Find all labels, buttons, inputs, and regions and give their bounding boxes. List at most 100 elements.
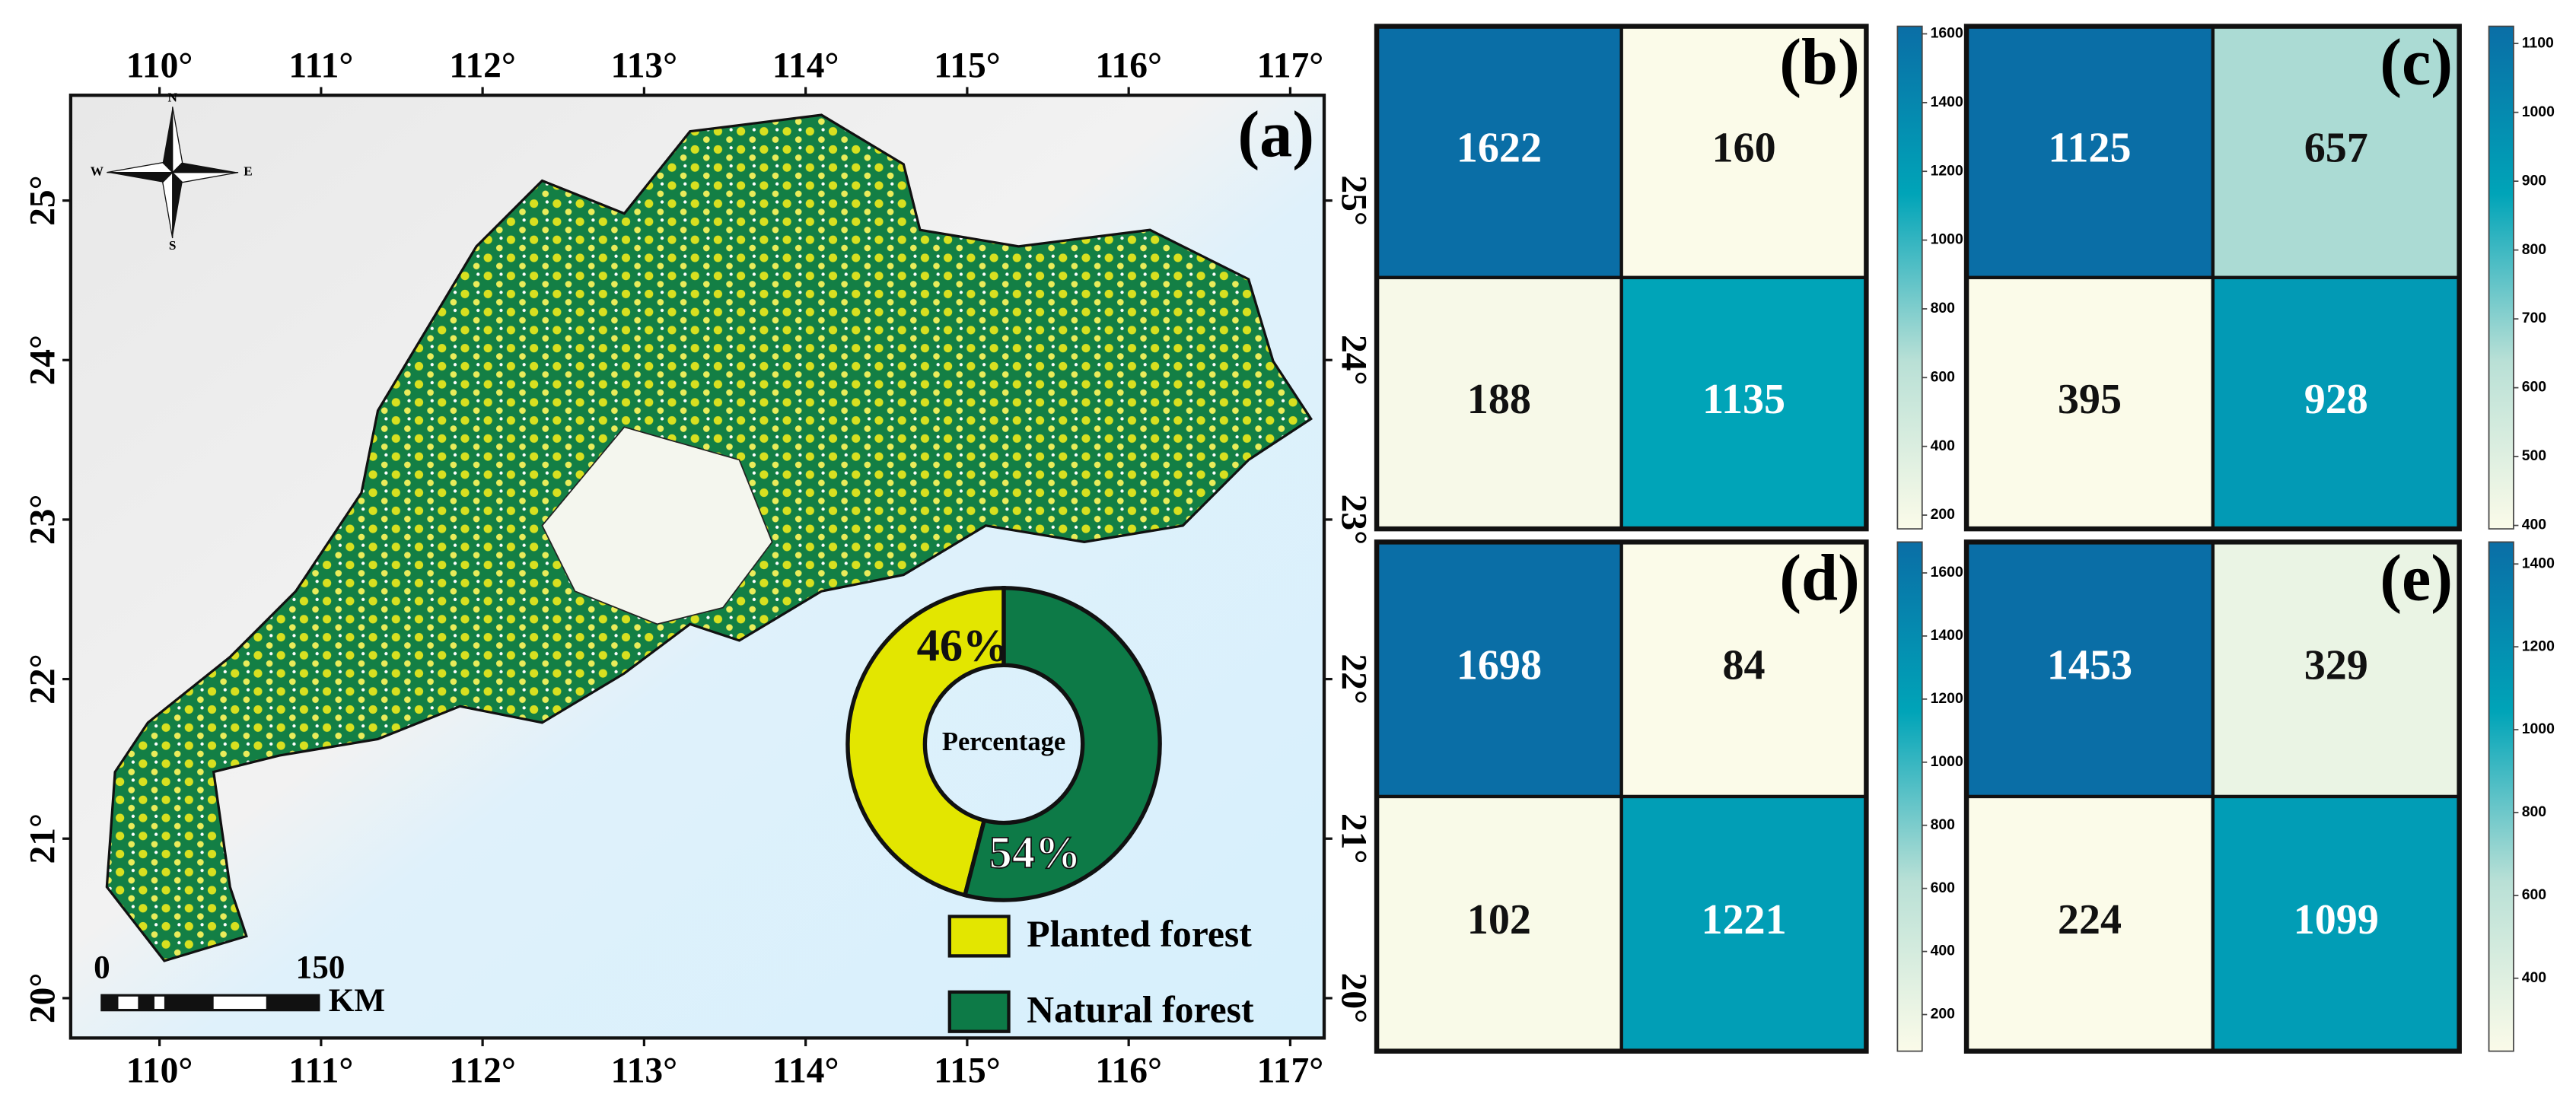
colorbar-tick-label: 1200 bbox=[1931, 162, 1963, 179]
colorbar-tick-label: 800 bbox=[1931, 300, 1955, 317]
panel-label: (e) bbox=[2380, 541, 2453, 614]
cell-value: 329 bbox=[2304, 642, 2368, 689]
heatmap-frame bbox=[1374, 24, 1869, 532]
colorbar-tick-label: 800 bbox=[2522, 803, 2546, 820]
cell-value: 1453 bbox=[2047, 642, 2132, 689]
delta-area bbox=[541, 426, 773, 625]
colorbar-tick-label: 500 bbox=[2522, 447, 2546, 464]
x-tick-label: 117° bbox=[1257, 46, 1324, 86]
cell-value: 102 bbox=[1467, 896, 1531, 943]
colorbar-tick-label: 600 bbox=[1931, 368, 1955, 385]
heatmap-cell bbox=[2211, 275, 2461, 531]
x-tick-label: 111° bbox=[288, 1051, 353, 1091]
heatmap-cell bbox=[1964, 275, 2215, 531]
y-tick-label: 20° bbox=[1334, 973, 1374, 1023]
colorbar bbox=[1896, 25, 1923, 530]
panel-label: (c) bbox=[2380, 25, 2453, 98]
colorbar bbox=[2488, 541, 2514, 1052]
y-tick-label: 23° bbox=[23, 495, 62, 545]
legend-swatch bbox=[947, 915, 1011, 958]
cell-value: 1622 bbox=[1457, 125, 1542, 172]
y-tick-label: 24° bbox=[1334, 335, 1374, 385]
colorbar-tick-label: 800 bbox=[2522, 241, 2546, 258]
cell-value: 1135 bbox=[1702, 376, 1785, 423]
legend-label: Natural forest bbox=[1027, 988, 1254, 1030]
y-tick-label: 24° bbox=[23, 335, 62, 385]
panel-label: (d) bbox=[1779, 541, 1860, 614]
compass-label: S bbox=[169, 238, 177, 253]
cell-value: 224 bbox=[2058, 896, 2122, 943]
cell-value: 84 bbox=[1722, 642, 1765, 689]
heatmap-cell bbox=[1964, 540, 2215, 799]
pie-slice bbox=[962, 586, 1162, 902]
compass-label: N bbox=[167, 90, 177, 104]
y-tick-label: 22° bbox=[1334, 654, 1374, 704]
colorbar-tick-label: 600 bbox=[2522, 379, 2546, 396]
x-tick-label: 116° bbox=[1095, 1051, 1162, 1091]
x-tick-label: 114° bbox=[772, 1051, 839, 1091]
pie-value-label: 46% bbox=[917, 621, 1009, 672]
colorbar-tick-label: 1600 bbox=[1931, 564, 1963, 581]
colorbar-tick-label: 1000 bbox=[1931, 753, 1963, 770]
colorbar-tick-label: 200 bbox=[1931, 1006, 1955, 1023]
x-tick-label: 114° bbox=[772, 46, 839, 86]
colorbar-tick-label: 600 bbox=[2522, 886, 2546, 903]
scale-unit: KM bbox=[329, 983, 385, 1019]
cell-value: 188 bbox=[1467, 376, 1531, 423]
legend-swatch bbox=[947, 990, 1011, 1033]
x-tick-label: 110° bbox=[126, 46, 193, 86]
panel-label: (a) bbox=[1237, 97, 1314, 170]
cell-value: 657 bbox=[2304, 125, 2368, 172]
colorbar bbox=[2488, 25, 2514, 530]
colorbar-tick-label: 600 bbox=[1931, 880, 1955, 896]
colorbar-tick-label: 1000 bbox=[2522, 721, 2555, 737]
colorbar-tick-label: 900 bbox=[2522, 172, 2546, 189]
panel-label: (b) bbox=[1779, 25, 1860, 98]
y-tick-label: 25° bbox=[23, 175, 62, 225]
pie-value-label: 54% bbox=[989, 828, 1081, 879]
y-tick-label: 22° bbox=[23, 654, 62, 704]
cell-value: 1099 bbox=[2294, 896, 2379, 943]
colorbar-tick-label: 1200 bbox=[1931, 690, 1963, 707]
heatmap-cell bbox=[2211, 24, 2461, 279]
scale-end: 150 bbox=[296, 950, 345, 986]
colorbar-tick-label: 1400 bbox=[1931, 627, 1963, 644]
map-frame bbox=[68, 94, 1326, 1040]
scale-start: 0 bbox=[94, 950, 110, 986]
colorbar-tick-label: 400 bbox=[1931, 943, 1955, 959]
x-tick-label: 111° bbox=[288, 46, 353, 86]
colorbar-tick-label: 1400 bbox=[1931, 94, 1963, 110]
colorbar-tick-label: 1200 bbox=[2522, 638, 2555, 654]
colorbar-tick-label: 700 bbox=[2522, 310, 2546, 326]
x-tick-label: 117° bbox=[1257, 1051, 1324, 1091]
colorbar bbox=[1896, 541, 1923, 1052]
y-tick-label: 23° bbox=[1334, 495, 1374, 545]
cell-value: 928 bbox=[2304, 376, 2368, 423]
scale-bar: 0 150 KM bbox=[94, 950, 385, 1019]
y-tick-label: 21° bbox=[1334, 813, 1374, 864]
x-tick-label: 115° bbox=[934, 1051, 1001, 1091]
colorbar-tick-label: 200 bbox=[1931, 506, 1955, 523]
cell-value: 1221 bbox=[1701, 896, 1786, 943]
x-tick-label: 113° bbox=[611, 1051, 678, 1091]
heatmap-cell bbox=[1619, 540, 1868, 799]
colorbar-tick-label: 1400 bbox=[2522, 555, 2555, 571]
colorbar-tick-label: 1000 bbox=[2522, 103, 2555, 120]
compass-label: E bbox=[244, 164, 253, 179]
legend-label: Planted forest bbox=[1027, 913, 1252, 955]
x-tick-label: 112° bbox=[449, 46, 516, 86]
heatmap-cell bbox=[2211, 794, 2461, 1053]
x-tick-label: 112° bbox=[449, 1051, 516, 1091]
x-tick-label: 115° bbox=[934, 46, 1001, 86]
colorbar-tick-label: 400 bbox=[1931, 437, 1955, 454]
heatmap-cell bbox=[2211, 540, 2461, 799]
colorbar-tick-label: 1600 bbox=[1931, 25, 1963, 42]
x-tick-label: 116° bbox=[1095, 46, 1162, 86]
pie-slice bbox=[845, 586, 1006, 898]
heatmap-cell bbox=[1374, 24, 1623, 279]
y-tick-label: 25° bbox=[1334, 175, 1374, 225]
y-tick-label: 20° bbox=[23, 973, 62, 1023]
heatmap-frame bbox=[1963, 24, 2462, 532]
colorbar-tick-label: 400 bbox=[2522, 517, 2546, 533]
cell-value: 1698 bbox=[1457, 642, 1542, 689]
